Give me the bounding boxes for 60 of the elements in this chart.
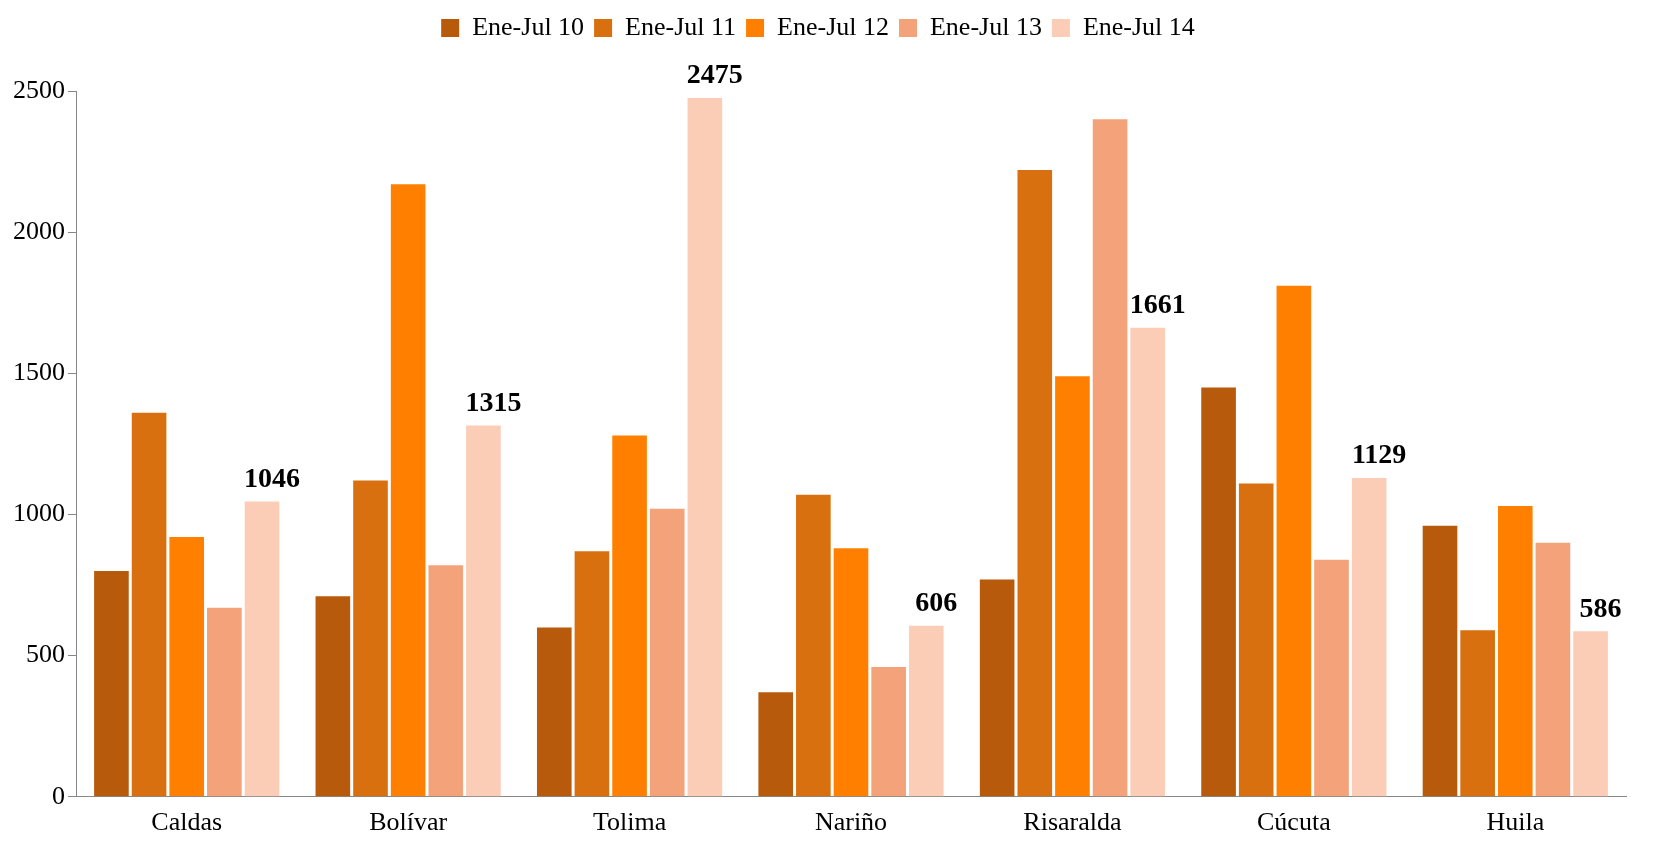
- legend-label: Ene-Jul 13: [929, 11, 1042, 41]
- bar: [574, 551, 610, 797]
- bar: [1497, 506, 1533, 797]
- x-tick-label: Caldas: [151, 807, 223, 837]
- x-tick-label: Risaralda: [1023, 807, 1122, 837]
- bar: [1573, 631, 1608, 797]
- bar: [1238, 483, 1274, 797]
- bar: [353, 480, 388, 797]
- bar: [94, 570, 129, 797]
- bar: [1055, 376, 1090, 797]
- bar: [1460, 630, 1495, 797]
- bar: [833, 548, 869, 797]
- bar: [1276, 285, 1312, 797]
- legend-label: Ene-Jul 10: [472, 11, 585, 41]
- bar: [1130, 327, 1166, 797]
- data-label: 1046: [244, 461, 300, 493]
- x-tick-label: Tolima: [592, 807, 667, 837]
- bar: [466, 425, 501, 797]
- bar: [612, 435, 647, 797]
- bar: [315, 596, 351, 797]
- data-label: 1129: [1351, 438, 1407, 470]
- x-tick-label: Huila: [1486, 807, 1545, 837]
- bar: [1017, 170, 1053, 797]
- legend-label: Ene-Jul 12: [777, 11, 889, 41]
- bar: [871, 666, 906, 797]
- bar: [390, 184, 426, 797]
- bar: [131, 412, 167, 797]
- bar: [1422, 525, 1458, 797]
- y-tick-label: 2000: [13, 215, 65, 245]
- data-label: 2475: [686, 58, 743, 90]
- bar: [687, 98, 723, 797]
- y-tick-label: 500: [26, 639, 65, 669]
- bar: [1351, 478, 1387, 797]
- bar: [796, 494, 831, 797]
- bar: [1092, 119, 1128, 797]
- data-label: 1661: [1129, 288, 1186, 320]
- bar: [649, 508, 685, 797]
- legend-label: Ene-Jul 11: [625, 11, 737, 41]
- bar: [1535, 542, 1571, 797]
- bar: [428, 565, 464, 797]
- y-tick-label: 1000: [13, 498, 65, 528]
- bar: [1201, 387, 1236, 797]
- y-tick-label: 2500: [13, 74, 65, 104]
- bar: [758, 692, 794, 797]
- bar: [169, 537, 205, 797]
- x-tick-label: Cúcuta: [1257, 807, 1332, 837]
- y-tick-label: 0: [52, 780, 65, 810]
- x-tick-label: Nariño: [814, 807, 888, 837]
- data-label: 606: [915, 585, 958, 617]
- bar: [536, 627, 572, 797]
- y-tick-label: 1500: [13, 357, 65, 387]
- data-label: 1315: [465, 385, 522, 417]
- bar: [244, 501, 280, 797]
- bar: [207, 607, 242, 797]
- legend-label: Ene-Jul 14: [1082, 11, 1195, 41]
- x-tick-label: Bolívar: [369, 807, 448, 837]
- bar: [979, 579, 1015, 797]
- data-label: 586: [1579, 591, 1622, 623]
- bar: [1314, 559, 1349, 797]
- bar: [908, 625, 944, 797]
